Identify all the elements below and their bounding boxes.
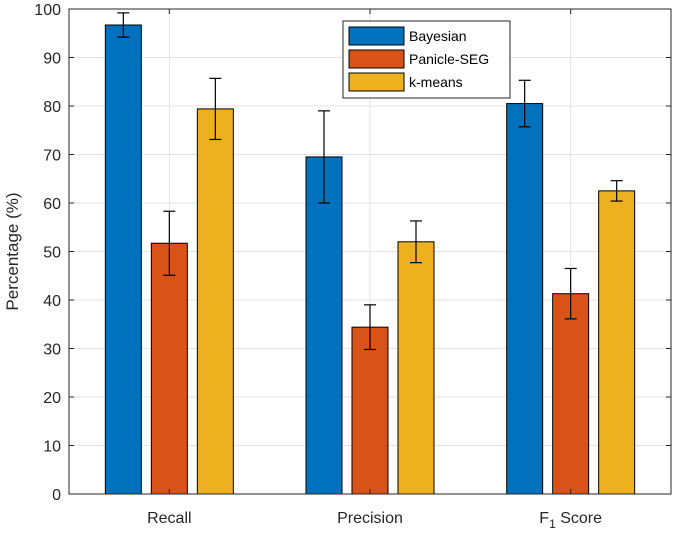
bar-k-means xyxy=(196,108,234,495)
legend-label: k-means xyxy=(409,74,463,90)
y-axis-title: Percentage (%) xyxy=(3,192,22,310)
bar-k-means xyxy=(397,241,435,495)
y-tick-label: 70 xyxy=(43,148,61,165)
y-tick-label: 100 xyxy=(34,2,61,19)
axes xyxy=(68,8,672,495)
bar-panicle-seg xyxy=(150,242,188,495)
y-tick-label: 40 xyxy=(43,293,61,310)
tick-labels: 0 10 20 30 40 50 60 70 80 90 100 Recall Precision F1 … xyxy=(34,2,602,531)
error-bars xyxy=(117,12,623,351)
y-tick-label: 90 xyxy=(43,51,61,68)
y-tick-label: 30 xyxy=(43,342,61,359)
y-tick-label: 80 xyxy=(43,99,61,116)
y-tick-label: 10 xyxy=(43,439,61,456)
legend-label: Panicle-SEG xyxy=(409,51,489,67)
legend-swatch xyxy=(348,72,405,92)
bar-k-means xyxy=(598,190,636,495)
legend: Bayesian Panicle-SEG k-means xyxy=(342,20,511,99)
y-tick-label: 20 xyxy=(43,390,61,407)
legend-label: Bayesian xyxy=(409,28,467,44)
bar-panicle-seg xyxy=(552,293,590,495)
x-tick-label: F1 Score xyxy=(539,510,602,531)
bar-bayesian xyxy=(506,103,544,495)
bar-bayesian xyxy=(305,156,343,495)
y-tick-label: 60 xyxy=(43,196,61,213)
bar-panicle-seg xyxy=(351,326,389,495)
bar-bayesian xyxy=(104,24,142,495)
y-tick-label: 50 xyxy=(43,245,61,262)
legend-swatch xyxy=(348,26,405,46)
legend-swatch xyxy=(348,49,405,69)
x-tick-label: Recall xyxy=(147,510,191,527)
x-tick-label: Precision xyxy=(337,510,403,527)
bars xyxy=(104,24,636,495)
y-tick-label: 0 xyxy=(52,487,61,504)
